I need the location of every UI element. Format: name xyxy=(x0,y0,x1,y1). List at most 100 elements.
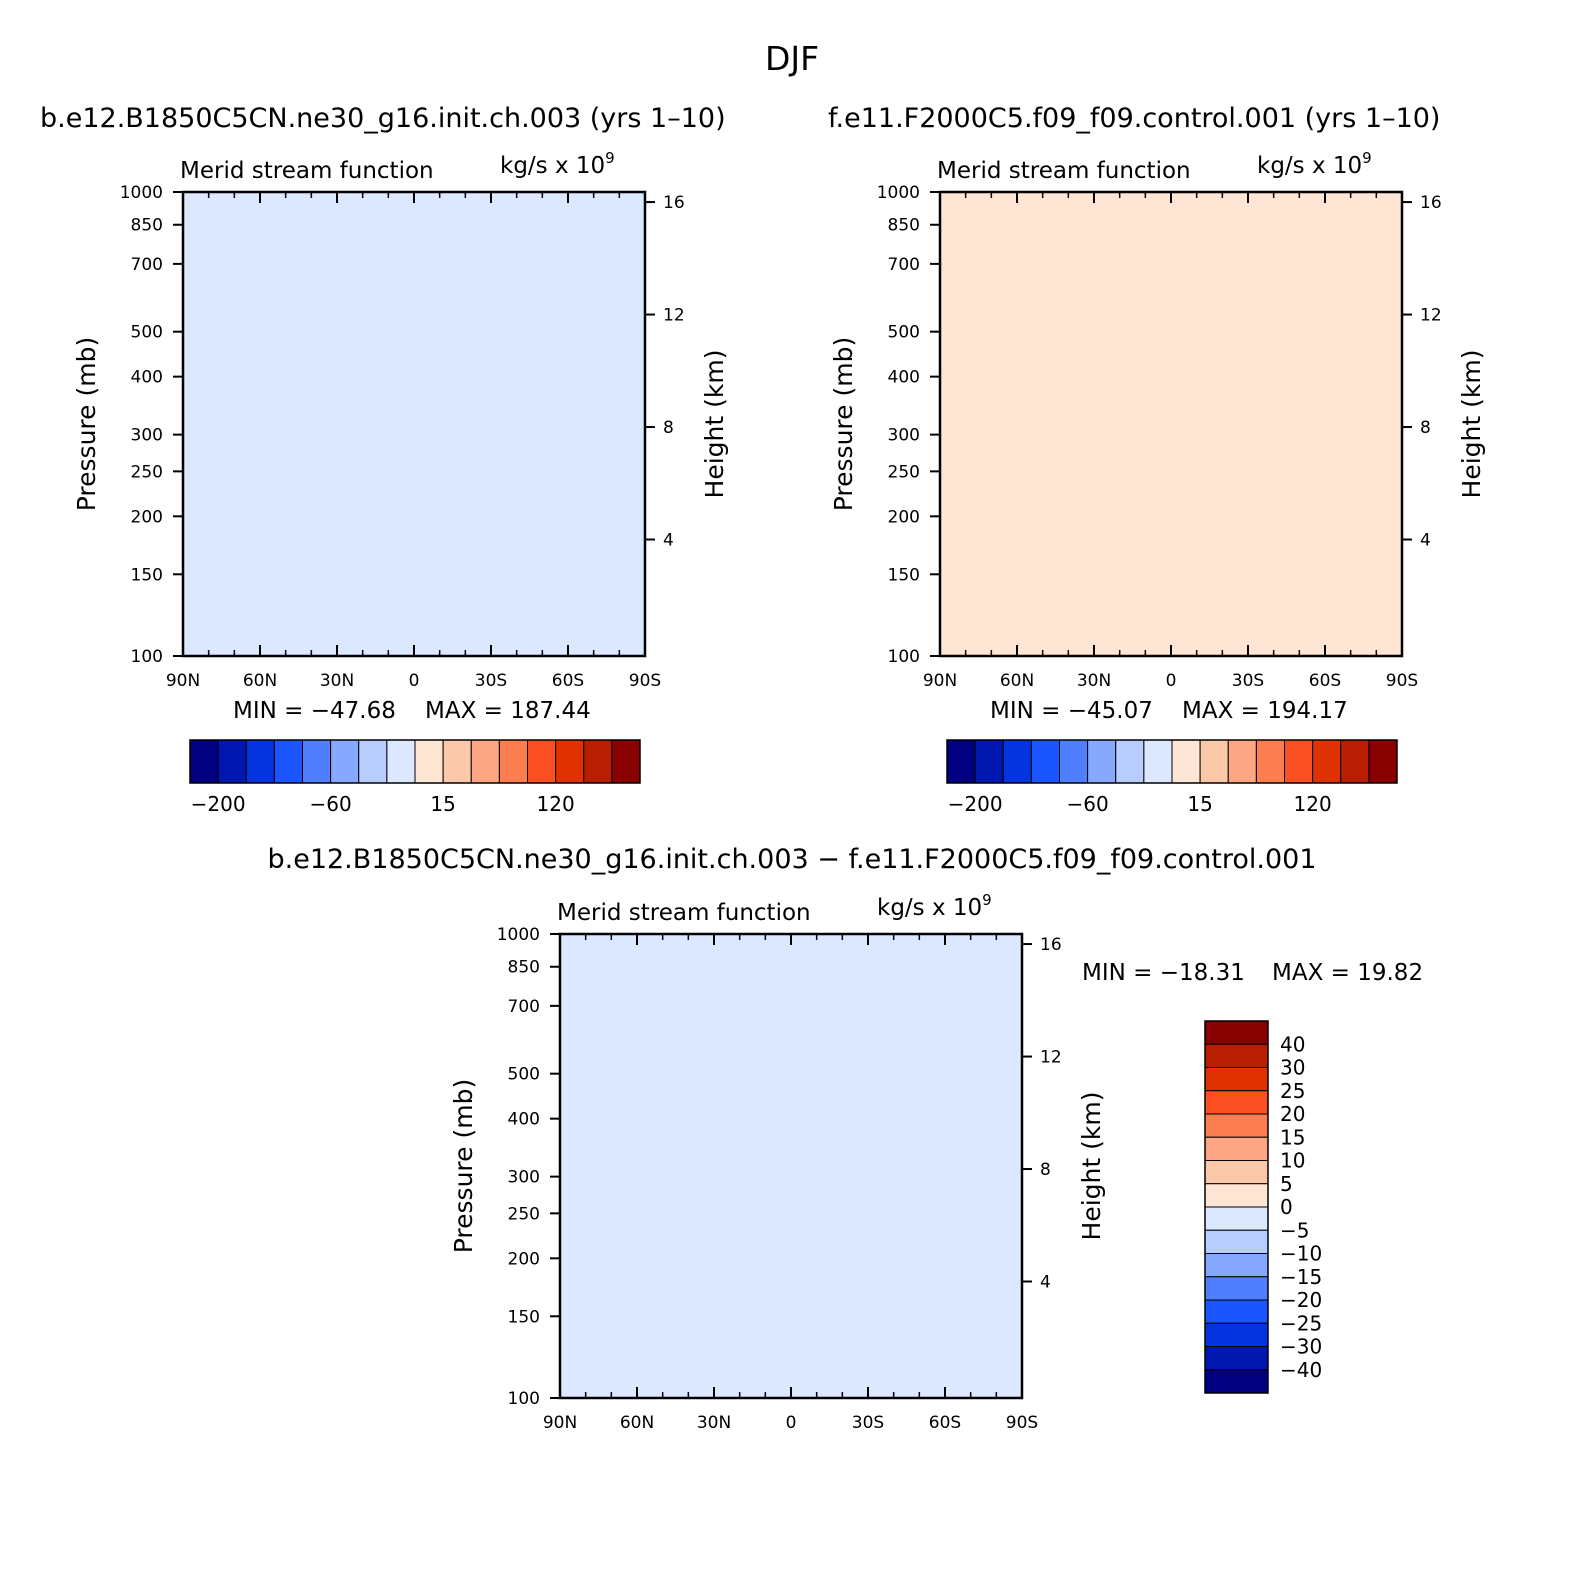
panel-3-units-exp: 9 xyxy=(982,891,992,909)
y-tick-label: 700 xyxy=(131,255,163,275)
colorbar-swatch xyxy=(1204,1136,1269,1161)
colorbar-swatch xyxy=(1204,1206,1269,1231)
x-tick-label: 30S xyxy=(1232,671,1264,691)
y-tick-label: 100 xyxy=(888,647,920,667)
y-tick-label: 150 xyxy=(888,565,920,585)
colorbar-swatch xyxy=(1227,739,1257,784)
colorbar-swatch xyxy=(1204,1043,1269,1068)
y2-tick-label: 8 xyxy=(1420,418,1431,438)
x-tick-label: 90S xyxy=(629,671,661,691)
panel-3-units-text: kg/s x 10 xyxy=(877,895,982,921)
y2-tick-label: 12 xyxy=(1420,306,1442,326)
colorbar-swatch xyxy=(1204,1253,1269,1278)
colorbar-label: −25 xyxy=(1280,1311,1322,1335)
colorbar-swatch xyxy=(1255,739,1285,784)
y2-tick-label: 4 xyxy=(663,531,674,551)
panel-2-title: f.e11.F2000C5.f09_f09.control.001 (yrs 1… xyxy=(828,103,1440,134)
colorbar-swatch xyxy=(1059,739,1089,784)
x-tick-label: 30S xyxy=(475,671,507,691)
colorbar-swatch xyxy=(302,739,332,784)
panel-1-units-exp: 9 xyxy=(605,149,615,167)
colorbar-swatch xyxy=(358,739,388,784)
y2-tick-label: 12 xyxy=(1040,1048,1062,1068)
panel-2-units: kg/s x 109 xyxy=(1257,149,1372,179)
panel-3-min-label: MIN = −18.31 xyxy=(1082,960,1245,986)
colorbar-swatch xyxy=(1204,1113,1269,1138)
colorbar-swatch xyxy=(611,739,641,784)
plot-background xyxy=(183,192,645,656)
colorbar-label: −60 xyxy=(1067,792,1109,816)
y2-tick-label: 8 xyxy=(663,418,674,438)
panel-2-colorbar: −200 −60 15 120 xyxy=(946,739,1398,816)
panel-1-y2label: Height (km) xyxy=(700,350,729,499)
panel-3: b.e12.B1850C5CN.ne30_g16.init.ch.003 − f… xyxy=(267,844,1423,1433)
panel-2-units-text: kg/s x 10 xyxy=(1257,153,1362,179)
x-tick-label: 60N xyxy=(1000,671,1034,691)
colorbar-swatch xyxy=(1115,739,1145,784)
colorbar-label: 30 xyxy=(1280,1056,1305,1080)
colorbar-label: −60 xyxy=(310,792,352,816)
y-tick-label: 250 xyxy=(888,462,920,482)
colorbar-swatch xyxy=(1199,739,1229,784)
y-tick-label: 1000 xyxy=(497,925,540,945)
colorbar-label: −40 xyxy=(1280,1358,1322,1382)
colorbar-label: −10 xyxy=(1280,1242,1322,1266)
y-tick-label: 250 xyxy=(508,1204,540,1224)
colorbar-swatch xyxy=(974,739,1004,784)
y2-tick-label: 8 xyxy=(1040,1160,1051,1180)
y-tick-label: 500 xyxy=(131,323,163,343)
colorbar-swatch xyxy=(330,739,360,784)
x-tick-label: 90N xyxy=(543,1413,577,1433)
panel-1-variable: Merid stream function xyxy=(180,158,434,184)
y2-tick-label: 4 xyxy=(1420,531,1431,551)
y-tick-label: 700 xyxy=(508,997,540,1017)
y-tick-label: 850 xyxy=(131,216,163,236)
plot-background xyxy=(560,934,1022,1398)
colorbar-swatch xyxy=(1030,739,1060,784)
colorbar-frame xyxy=(1204,1020,1269,1394)
colorbar-swatch xyxy=(1171,739,1201,784)
colorbar-label: 120 xyxy=(537,792,575,816)
panel-1-max-label: MAX = 187.44 xyxy=(425,698,591,724)
y-tick-label: 1000 xyxy=(120,183,163,203)
colorbar-label: 25 xyxy=(1280,1079,1305,1103)
y-tick-label: 700 xyxy=(888,255,920,275)
x-tick-label: 90S xyxy=(1386,671,1418,691)
y2-tick-label: 16 xyxy=(1420,193,1442,213)
colorbar-label: 15 xyxy=(430,792,455,816)
colorbar-swatch xyxy=(1204,1020,1269,1045)
plot-background xyxy=(940,192,1402,656)
colorbar-swatch xyxy=(470,739,500,784)
y-tick-label: 100 xyxy=(131,647,163,667)
x-tick-label: 30N xyxy=(1077,671,1111,691)
colorbar-label: −15 xyxy=(1280,1265,1322,1289)
panel-3-ylabel: Pressure (mb) xyxy=(449,1079,478,1253)
colorbar-swatch xyxy=(1087,739,1117,784)
x-tick-label: 60S xyxy=(1309,671,1341,691)
colorbar-label: 5 xyxy=(1280,1172,1293,1196)
colorbar-swatch xyxy=(1204,1322,1269,1347)
colorbar-swatch xyxy=(1204,1067,1269,1092)
panel-2-min-label: MIN = −45.07 xyxy=(990,698,1153,724)
panel-1-colorbar: −200 −60 15 120 xyxy=(189,739,641,816)
colorbar-swatch xyxy=(217,739,247,784)
y-tick-label: 100 xyxy=(508,1389,540,1409)
colorbar-label: 0 xyxy=(1280,1195,1293,1219)
x-tick-label: 60S xyxy=(552,671,584,691)
colorbar-label: 15 xyxy=(1187,792,1212,816)
y-tick-label: 200 xyxy=(888,507,920,527)
y-tick-label: 200 xyxy=(131,507,163,527)
colorbar-label: −20 xyxy=(1280,1288,1322,1312)
x-tick-label: 30N xyxy=(320,671,354,691)
panel-1-units-text: kg/s x 10 xyxy=(500,153,605,179)
colorbar-label: 15 xyxy=(1280,1125,1305,1149)
colorbar-label: 10 xyxy=(1280,1149,1305,1173)
x-tick-label: 90S xyxy=(1006,1413,1038,1433)
panel-3-units: kg/s x 109 xyxy=(877,891,992,921)
colorbar-swatch xyxy=(414,739,444,784)
y-tick-label: 150 xyxy=(508,1307,540,1327)
panel-2-max-label: MAX = 194.17 xyxy=(1182,698,1348,724)
colorbar-label: −30 xyxy=(1280,1335,1322,1359)
colorbar-swatch xyxy=(1204,1369,1269,1394)
